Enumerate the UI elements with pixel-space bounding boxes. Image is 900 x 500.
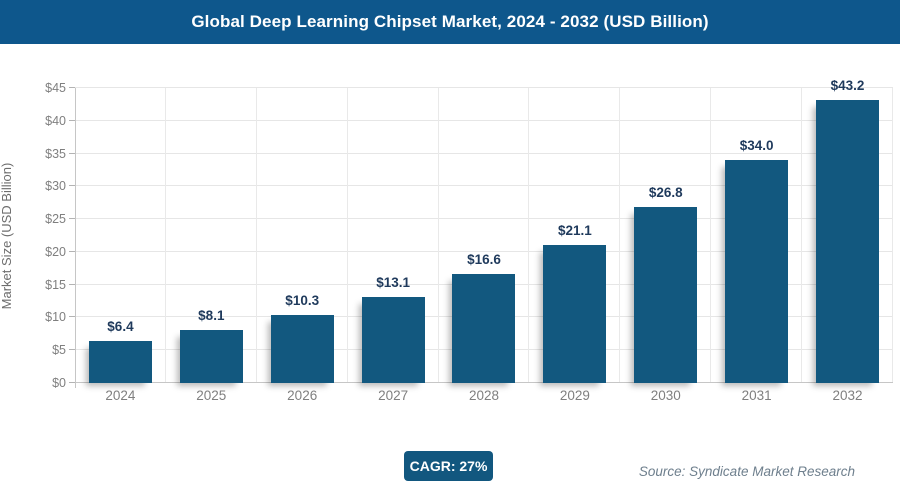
gridline-horizontal xyxy=(75,250,893,252)
bar-slot: $13.1 xyxy=(348,88,439,383)
chart-area: Market Size (USD Billion) $0 $5 $10 $15 $20 $… xyxy=(0,44,900,424)
gridline-horizontal xyxy=(75,218,893,220)
y-axis-tick-mark xyxy=(69,218,75,220)
x-tick-label: 2029 xyxy=(559,388,590,403)
gridline-horizontal xyxy=(75,185,893,187)
chart-title: Global Deep Learning Chipset Market, 202… xyxy=(191,12,709,31)
bar-slot: $34.0 xyxy=(711,88,802,383)
bar-2024 xyxy=(88,341,152,383)
x-tick-label: 2031 xyxy=(741,388,772,403)
x-tick-label: 2026 xyxy=(287,388,318,403)
gridline-vertical xyxy=(255,88,257,383)
bar-slot: $43.2 xyxy=(802,78,893,383)
bar-data-label: $43.2 xyxy=(830,77,865,93)
x-tick-label: 2030 xyxy=(650,388,681,403)
gridline-horizontal xyxy=(75,152,893,154)
y-tick-label: $20 xyxy=(45,244,66,259)
gridline-vertical xyxy=(710,88,712,383)
gridline-vertical xyxy=(437,88,439,383)
cagr-label: CAGR: 27% xyxy=(409,458,488,474)
bar-2030 xyxy=(634,207,698,383)
bar-2028 xyxy=(452,274,516,383)
bar-slot: $26.8 xyxy=(620,88,711,383)
plot-area: $6.4 $8.1 $10.3 $13.1 $16.6 $21.1 $26.8 $34.0 $4… xyxy=(69,78,893,388)
y-axis-tick-mark xyxy=(69,250,75,252)
bar-data-label: $6.4 xyxy=(107,319,134,335)
cagr-badge: CAGR: 27% xyxy=(404,451,493,481)
bar-data-label: $34.0 xyxy=(739,138,774,154)
chart-title-bar: Global Deep Learning Chipset Market, 202… xyxy=(0,0,900,44)
y-tick-label: $30 xyxy=(45,179,66,194)
bar-data-label: $16.6 xyxy=(467,252,501,268)
y-axis-tick-mark xyxy=(69,87,75,88)
y-axis-tick-mark xyxy=(69,382,75,383)
bar-data-label: $13.1 xyxy=(376,275,410,291)
y-axis-tick-labels: $0 $5 $10 $15 $20 $25 $30 $35 $40 $45 xyxy=(0,81,66,390)
y-tick-label: $25 xyxy=(45,212,66,227)
x-tick-label: 2027 xyxy=(378,388,409,403)
source-credit: Source: Syndicate Market Research xyxy=(638,464,855,479)
y-axis-tick-mark xyxy=(69,152,75,154)
bar-slot: $16.6 xyxy=(439,88,530,383)
y-tick-label: $10 xyxy=(45,310,66,325)
gridline-vertical xyxy=(892,88,893,383)
y-axis-tick-mark xyxy=(69,185,75,187)
gridline-vertical xyxy=(528,88,530,383)
bar-data-label: $8.1 xyxy=(198,307,225,323)
x-tick-label: 2032 xyxy=(832,388,863,403)
y-tick-label: $15 xyxy=(45,277,66,292)
gridline-vertical xyxy=(619,88,621,383)
y-tick-label: $5 xyxy=(52,343,66,358)
gridline-horizontal xyxy=(75,87,893,88)
y-tick-label: $40 xyxy=(45,113,66,128)
y-axis-tick-mark xyxy=(69,316,75,318)
bar-data-label: $26.8 xyxy=(648,185,683,201)
x-tick-label: 2024 xyxy=(105,388,136,403)
x-axis-labels: 2024 2025 2026 2027 2028 2029 2030 2031 2032 xyxy=(75,388,893,410)
bar-slot: $6.4 xyxy=(75,88,166,383)
chart-footer: CAGR: 27% Source: Syndicate Market Resea… xyxy=(0,424,900,500)
bar-2032 xyxy=(816,99,880,383)
y-tick-label: $0 xyxy=(52,376,66,390)
gridline-vertical xyxy=(346,88,348,383)
bar-slot: $10.3 xyxy=(257,88,348,383)
y-axis-tick-mark xyxy=(69,119,75,121)
y-axis-tick-mark xyxy=(69,349,75,351)
y-tick-label: $45 xyxy=(45,81,66,95)
x-tick-label: 2028 xyxy=(468,388,499,403)
bar-2026 xyxy=(270,315,334,383)
gridline-horizontal xyxy=(75,119,893,121)
bar-2025 xyxy=(179,329,243,383)
bar-data-label: $21.1 xyxy=(557,222,592,238)
gridline-vertical xyxy=(164,88,166,383)
gridline-vertical xyxy=(801,88,803,383)
y-axis-line xyxy=(75,88,76,388)
bar-2029 xyxy=(543,244,607,383)
bar-2027 xyxy=(361,297,425,383)
bar-data-label: $10.3 xyxy=(285,293,320,309)
y-axis-tick-mark xyxy=(69,283,75,285)
x-tick-label: 2025 xyxy=(196,388,227,403)
bar-slot: $8.1 xyxy=(166,88,257,383)
bar-slot: $21.1 xyxy=(529,88,620,383)
bar-2031 xyxy=(725,160,789,383)
y-tick-label: $35 xyxy=(45,146,66,161)
